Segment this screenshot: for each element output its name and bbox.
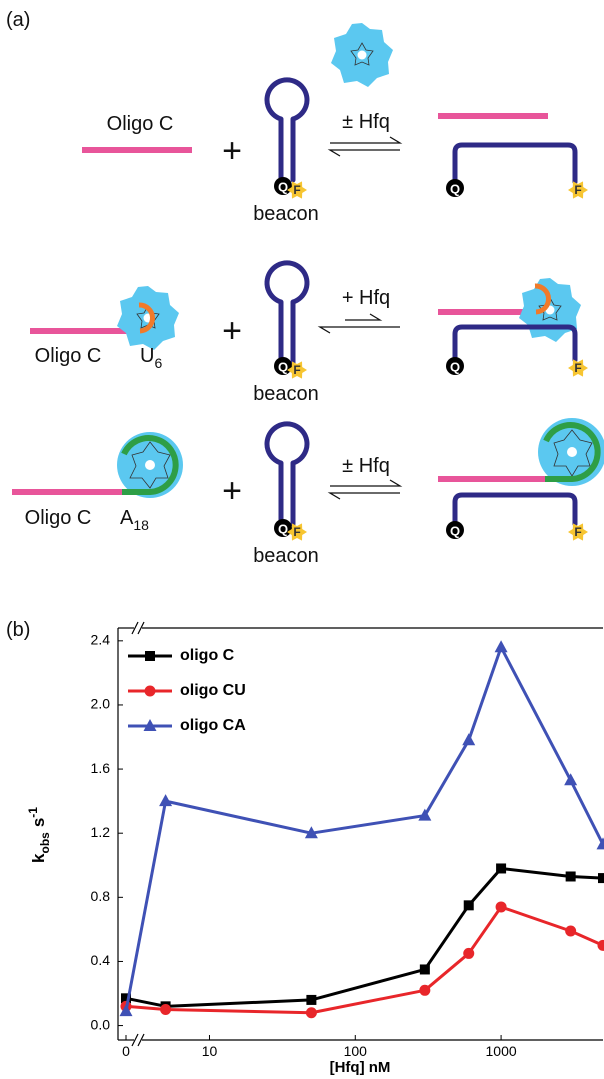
row-1: Oligo C U6 + Q F beacon + Hfq Q F <box>30 263 588 405</box>
beacon-open <box>455 495 575 524</box>
hfq <box>519 278 581 342</box>
tail-label-main: A <box>120 507 134 529</box>
quencher-label: Q <box>278 180 288 195</box>
panel-label: (a) <box>6 9 30 31</box>
series-line <box>126 907 603 1013</box>
marker <box>598 940 604 951</box>
beacon-open <box>455 145 575 182</box>
tail-label: U6 <box>140 345 162 371</box>
y-label-unit: s <box>29 818 48 827</box>
tail-label: A18 <box>120 507 149 533</box>
fluorophore-label: F <box>293 183 300 197</box>
marker <box>160 1004 171 1015</box>
tail-label-sub: 6 <box>154 355 162 371</box>
quencher-label: Q <box>278 360 288 375</box>
legend-label: oligo CU <box>180 682 246 699</box>
x-tick-label: 100 <box>344 1043 368 1059</box>
beacon <box>267 80 307 180</box>
equilibrium-arrows <box>320 314 400 333</box>
row-0: Oligo C + Q F beacon ± Hfq Q F <box>82 23 588 225</box>
y-tick-label: 0.0 <box>91 1016 111 1032</box>
arrow-label: ± Hfq <box>342 455 390 477</box>
beacon-label: beacon <box>253 383 319 405</box>
y-label-sup: -1 <box>26 807 40 818</box>
hfq-pore <box>567 447 577 457</box>
tail-label-sub: 18 <box>133 517 149 533</box>
beacon-label: beacon <box>253 203 319 225</box>
plus: + <box>222 312 242 350</box>
quencher-label: Q <box>450 524 460 539</box>
beacon <box>267 263 307 363</box>
fluorophore-label: F <box>293 525 300 539</box>
marker <box>566 871 576 881</box>
chart: (b) [Hfq] nM kobss-1 0.00.40.81.21.62.02… <box>6 619 604 1076</box>
fluorophore-label: F <box>293 363 300 377</box>
y-tick-label: 0.4 <box>91 952 111 968</box>
panel-label: (b) <box>6 619 30 641</box>
hfq-pore <box>145 460 155 470</box>
equilibrium-arrows <box>330 137 400 156</box>
series-line <box>126 647 603 1011</box>
figure: (a) Oligo C + Q F beacon ± Hfq Q F Oligo… <box>0 0 604 1079</box>
y-tick-label: 1.6 <box>91 760 111 776</box>
x-tick-label: 1000 <box>486 1043 517 1059</box>
marker <box>463 948 474 959</box>
y-label-sub: obs <box>38 832 52 854</box>
marker <box>159 794 172 806</box>
series-line <box>126 868 603 1006</box>
fluorophore-label: F <box>574 525 581 539</box>
y-tick-label: 0.8 <box>91 888 111 904</box>
legend-marker <box>145 686 156 697</box>
beacon-label: beacon <box>253 545 319 567</box>
fluorophore-label: F <box>574 361 581 375</box>
marker <box>598 873 604 883</box>
beacon <box>267 424 307 524</box>
y-tick-label: 2.0 <box>91 696 111 712</box>
y-axis-label: kobss-1 <box>26 807 52 863</box>
marker <box>565 925 576 936</box>
marker <box>420 964 430 974</box>
y-tick-label: 1.2 <box>91 824 111 840</box>
quencher-label: Q <box>278 522 288 537</box>
x-tick-label: 10 <box>202 1043 218 1059</box>
quencher-label: Q <box>450 182 460 197</box>
marker <box>496 863 506 873</box>
oligo-label: Oligo C <box>25 507 92 529</box>
equilibrium-arrows <box>330 480 400 499</box>
tail-label-main: U <box>140 345 154 367</box>
arrow-label: ± Hfq <box>342 111 390 133</box>
y-tick-label: 2.4 <box>91 632 111 648</box>
arrow-label: + Hfq <box>342 287 390 309</box>
marker <box>495 640 508 652</box>
x-axis-label: [Hfq] nM <box>330 1059 391 1076</box>
row-2: Oligo C A18 + Q F beacon ± Hfq Q F <box>12 418 604 567</box>
hfq <box>117 286 179 350</box>
quencher-label: Q <box>450 360 460 375</box>
hfq <box>331 23 393 87</box>
plus: + <box>222 132 242 170</box>
x-tick-label: 0 <box>122 1043 130 1059</box>
fluorophore-label: F <box>574 183 581 197</box>
oligo-label: Oligo C <box>35 345 102 367</box>
marker <box>462 733 475 745</box>
marker <box>496 901 507 912</box>
legend-label: oligo CA <box>180 717 246 734</box>
plus: + <box>222 472 242 510</box>
marker <box>564 773 577 785</box>
legend-marker <box>145 651 155 661</box>
marker <box>306 1007 317 1018</box>
marker <box>464 900 474 910</box>
oligo-label: Oligo C <box>107 113 174 135</box>
legend-label: oligo C <box>180 647 235 664</box>
marker <box>419 985 430 996</box>
marker <box>306 995 316 1005</box>
